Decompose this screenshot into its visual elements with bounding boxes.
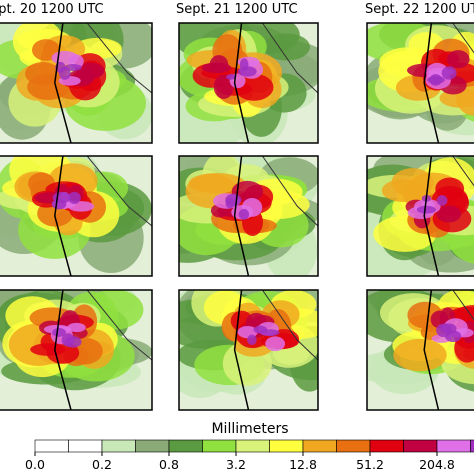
panel-frame: [0, 155, 153, 277]
precip-blob: [441, 66, 457, 80]
state-border: [86, 156, 152, 227]
colorbar-tick-label: 0.8: [159, 457, 179, 472]
precip-blob: [260, 329, 280, 337]
colorbar-segment: [101, 439, 136, 453]
state-border: [86, 290, 152, 361]
colorbar-segment: [135, 439, 170, 453]
colorbar-segment: [269, 439, 304, 453]
precip-blob: [51, 199, 67, 210]
precip-blob: [429, 74, 442, 86]
precip-blob: [213, 74, 234, 99]
state-border: [233, 156, 250, 276]
map-panel: [367, 156, 474, 276]
colorbar-segment: [369, 439, 404, 453]
precip-blob: [64, 336, 82, 348]
map-panel: [367, 290, 474, 410]
colorbar-segment: [470, 439, 474, 453]
precip-blob: [247, 334, 257, 345]
column-title: Sept. 20 1200 UTC: [0, 2, 104, 17]
precip-blob: [51, 50, 79, 65]
colorbar-segment: [302, 439, 337, 453]
state-border: [261, 23, 318, 94]
colorbar-tick-label: 51.2: [356, 457, 384, 472]
map-panel: [179, 290, 318, 410]
state-border: [54, 156, 72, 276]
state-border: [54, 290, 72, 410]
precip-blob: [444, 330, 462, 343]
colorbar-tick-label: 0.0: [25, 457, 45, 472]
precip-blob: [226, 74, 236, 80]
precip-blob: [73, 37, 122, 59]
panel-frame: [0, 22, 153, 144]
precip-blob: [201, 62, 232, 74]
colorbar-segment: [202, 439, 237, 453]
state-border: [233, 290, 250, 410]
colorbar-segment: [436, 439, 471, 453]
precip-blob: [381, 179, 425, 203]
colorbar-segment: [336, 439, 371, 453]
state-border: [423, 290, 440, 410]
column-title: Sept. 22 1200 UTC: [365, 2, 474, 17]
map-panel: [0, 156, 152, 276]
colorbar-label: Millimeters: [211, 421, 288, 437]
precip-blob: [435, 177, 465, 201]
precip-blob: [239, 58, 249, 72]
map-panel: [0, 290, 152, 410]
panel-frame: [366, 289, 474, 411]
precip-blob: [436, 205, 462, 223]
state-border: [54, 23, 72, 143]
precip-blob: [52, 327, 66, 337]
precip-blob: [64, 63, 82, 71]
state-border: [452, 156, 474, 187]
state-border: [423, 156, 440, 276]
precip-blob: [68, 191, 81, 204]
panel-frame: [0, 289, 153, 411]
state-border: [452, 23, 474, 54]
colorbar-tick-label: 3.2: [226, 457, 246, 472]
colorbar-tick-label: 0.2: [92, 457, 112, 472]
precip-blob: [78, 68, 95, 84]
colorbar: 0.0 0.2 0.8 3.2 12.8 51.2 204.8: [25, 439, 474, 472]
precip-blob: [238, 208, 250, 220]
panel-grid: [0, 22, 474, 411]
panel-frame: [178, 289, 319, 411]
colorbar-segment: [34, 439, 69, 453]
colorbar-segment: [168, 439, 203, 453]
map-panel: [0, 23, 152, 143]
precip-blob: [225, 197, 235, 209]
panel-frame: [366, 155, 474, 277]
map-panel: [179, 23, 318, 143]
precip-blob: [265, 336, 286, 352]
column-title: Sept. 21 1200 UTC: [176, 2, 298, 17]
state-border: [261, 156, 318, 227]
colorbar-tick-label: 12.8: [289, 457, 317, 472]
precip-blob: [67, 322, 86, 333]
panel-frame: [178, 22, 319, 144]
map-panel: [367, 23, 474, 143]
state-border: [261, 290, 318, 361]
precip-blob: [393, 338, 447, 372]
colorbar-segment: [403, 439, 438, 453]
colorbar-segment: [68, 439, 103, 453]
state-border: [423, 23, 440, 143]
precip-blob: [446, 50, 470, 69]
precip-blob: [436, 195, 448, 206]
state-border: [233, 23, 250, 143]
panel-frame: [178, 155, 319, 277]
state-border: [86, 23, 152, 94]
state-border: [452, 290, 474, 321]
colorbar-segment: [235, 439, 270, 453]
colorbar-tick-label: 204.8: [419, 457, 455, 472]
precip-blob: [416, 205, 437, 214]
panel-frame: [366, 22, 474, 144]
map-panel: [179, 156, 318, 276]
